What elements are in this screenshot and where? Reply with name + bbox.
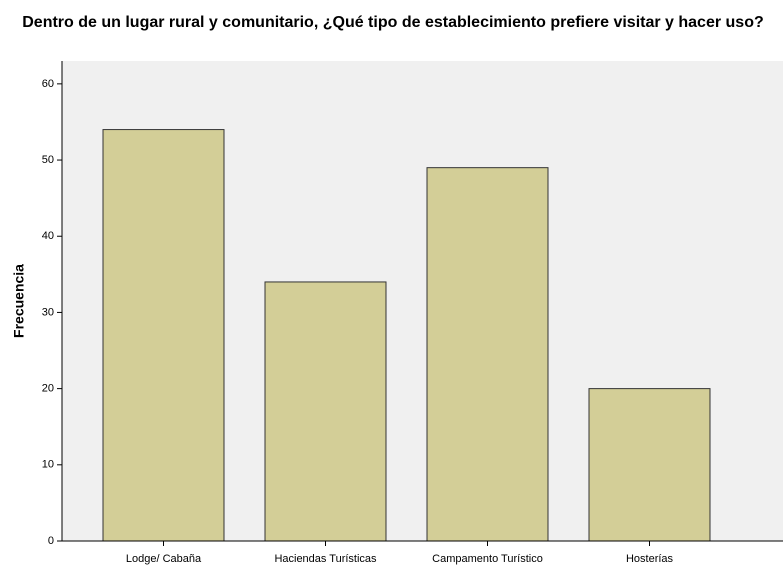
x-tick-label: Haciendas Turísticas <box>274 553 377 565</box>
y-tick-label: 60 <box>42 78 54 90</box>
chart-title: Dentro de un lugar rural y comunitario, … <box>22 14 764 31</box>
bar <box>102 129 225 542</box>
y-tick-label: 0 <box>48 535 54 547</box>
y-axis-label: Frecuencia <box>11 264 27 338</box>
y-tick-label: 40 <box>42 230 54 242</box>
x-tick-label: Lodge/ Cabaña <box>126 553 202 565</box>
y-tick-label: 20 <box>42 383 54 395</box>
y-tick-label: 50 <box>42 154 54 166</box>
x-tick-label: Campamento Turístico <box>432 553 543 565</box>
bar <box>426 167 549 542</box>
bar <box>264 281 387 542</box>
y-tick-label: 30 <box>42 306 54 318</box>
x-tick-label: Hosterías <box>626 553 674 565</box>
bar <box>588 388 711 542</box>
y-tick-label: 10 <box>42 459 54 471</box>
